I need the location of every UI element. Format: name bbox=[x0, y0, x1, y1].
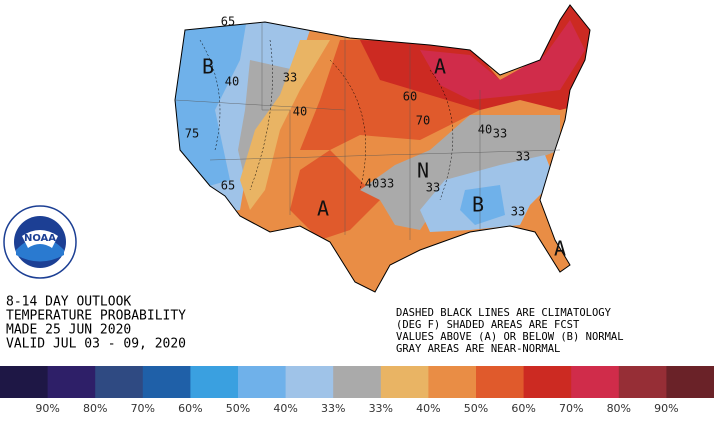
map-label: A bbox=[317, 197, 329, 221]
legend-label: 60% bbox=[178, 402, 202, 415]
legend-label: 90% bbox=[654, 402, 678, 415]
legend-label: 50% bbox=[226, 402, 250, 415]
legend-label: 80% bbox=[83, 402, 107, 415]
legend-swatch bbox=[666, 366, 714, 398]
legend-swatch bbox=[95, 366, 144, 398]
legend-swatch bbox=[285, 366, 334, 398]
legend-label: 90% bbox=[35, 402, 59, 415]
map-label: 60 bbox=[403, 90, 417, 104]
legend-swatch bbox=[0, 366, 49, 398]
legend-swatch bbox=[428, 366, 477, 398]
legend-label: 80% bbox=[607, 402, 631, 415]
map-label: 40 bbox=[225, 75, 239, 89]
legend-label: 70% bbox=[559, 402, 583, 415]
legend-swatch bbox=[47, 366, 96, 398]
title-line: VALID JUL 03 - 09, 2020 bbox=[6, 337, 186, 352]
shaded-regions bbox=[175, 5, 590, 292]
map-label: 70 bbox=[416, 114, 430, 128]
note-line: VALUES ABOVE (A) OR BELOW (B) NORMAL bbox=[396, 331, 624, 343]
map-label: 33 bbox=[426, 181, 440, 195]
legend-swatch bbox=[142, 366, 191, 398]
legend-swatch bbox=[476, 366, 525, 398]
map-label: 65 bbox=[221, 179, 235, 193]
note-line: DASHED BLACK LINES ARE CLIMATOLOGY bbox=[396, 307, 612, 319]
map-label: 40 bbox=[478, 123, 492, 137]
legend-swatch bbox=[571, 366, 620, 398]
legend-label: 70% bbox=[131, 402, 155, 415]
legend-swatch bbox=[190, 366, 239, 398]
title-line: TEMPERATURE PROBABILITY bbox=[6, 309, 186, 324]
legend-label: 40% bbox=[416, 402, 440, 415]
map-label: 33 bbox=[283, 71, 297, 85]
legend-swatch bbox=[238, 366, 287, 398]
map-label: 33 bbox=[380, 177, 394, 191]
notes-block: DASHED BLACK LINES ARE CLIMATOLOGY(DEG F… bbox=[396, 307, 624, 355]
map-label: A bbox=[434, 55, 446, 79]
title-line: 8-14 DAY OUTLOOK bbox=[6, 295, 131, 310]
map-label: B bbox=[202, 55, 214, 79]
legend-label: 33% bbox=[369, 402, 393, 415]
map-label: A bbox=[554, 237, 566, 261]
map-label: 33 bbox=[511, 205, 525, 219]
legend: 90% 80% 70% 60% 50% 40% 33% 33% 40% 50% 60% 70% 80% 9… bbox=[0, 366, 714, 415]
map-label: 40 bbox=[365, 177, 379, 191]
map-label: 65 bbox=[221, 15, 235, 29]
map-label: 75 bbox=[185, 127, 199, 141]
legend-swatch bbox=[618, 366, 667, 398]
title-line: MADE 25 JUN 2020 bbox=[6, 323, 131, 338]
map-label: B bbox=[472, 193, 484, 217]
legend-swatch bbox=[380, 366, 429, 398]
map-label: 33 bbox=[516, 150, 530, 164]
note-line: (DEG F) SHADED AREAS ARE FCST bbox=[396, 319, 580, 331]
noaa-logo: NOAA bbox=[3, 205, 77, 279]
legend-label: 50% bbox=[464, 402, 488, 415]
us-outline bbox=[174, 4, 591, 293]
note-line: GRAY AREAS ARE NEAR-NORMAL bbox=[396, 343, 560, 355]
map-label: 33 bbox=[493, 127, 507, 141]
legend-swatch bbox=[523, 366, 572, 398]
legend-swatch bbox=[333, 366, 382, 398]
state-lines bbox=[174, 22, 561, 240]
climatology-lines bbox=[199, 39, 454, 201]
logo-text: NOAA bbox=[24, 233, 56, 244]
map-label: 40 bbox=[293, 105, 307, 119]
legend-label: 60% bbox=[511, 402, 535, 415]
legend-label: 33% bbox=[321, 402, 345, 415]
legend-label: 40% bbox=[273, 402, 297, 415]
map-label: N bbox=[417, 159, 429, 183]
